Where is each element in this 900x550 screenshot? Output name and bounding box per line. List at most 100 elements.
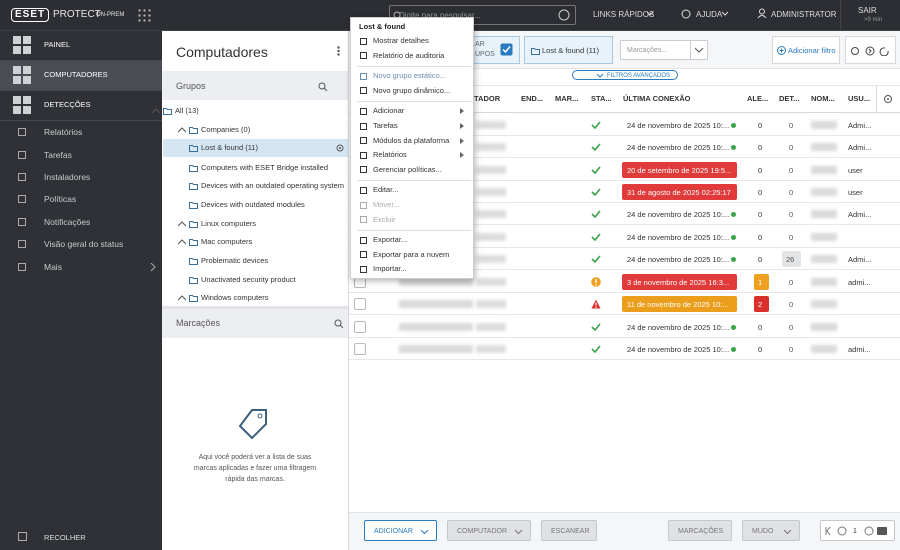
table-row[interactable] bbox=[349, 338, 900, 360]
tree-item[interactable]: Computers with ESET Bridge installed bbox=[201, 163, 329, 172]
column-header[interactable]: DET... bbox=[779, 94, 800, 103]
add-filter[interactable]: Adicionar filtro bbox=[772, 36, 840, 64]
menu-item[interactable]: Editar... bbox=[373, 185, 399, 195]
icon-part bbox=[23, 96, 31, 104]
icon-part bbox=[360, 186, 367, 194]
sidebar-item[interactable]: Notificações bbox=[44, 217, 91, 227]
column-header[interactable]: NOM... bbox=[811, 94, 835, 103]
menu-item[interactable]: Exportar para a nuvem bbox=[373, 249, 450, 259]
column-header[interactable]: USU... bbox=[848, 94, 871, 103]
detections: 0 bbox=[789, 322, 794, 332]
tree-item[interactable]: All (13) bbox=[175, 106, 199, 115]
tree-item[interactable]: Devices with an outdated operating syste… bbox=[201, 181, 344, 190]
sidebar-sep bbox=[0, 90, 162, 91]
menu-item[interactable]: Novo grupo estático... bbox=[373, 71, 446, 81]
tags-button[interactable]: MARCAÇÕES bbox=[668, 520, 732, 541]
mute-button[interactable]: MUDO bbox=[742, 520, 800, 541]
icon-part bbox=[18, 218, 26, 226]
menu-item[interactable]: Importar... bbox=[373, 264, 407, 274]
column-header[interactable]: MAR... bbox=[555, 94, 579, 103]
blurred-address bbox=[476, 233, 506, 241]
menu-item[interactable]: Gerenciar políticas... bbox=[373, 164, 442, 174]
user[interactable]: ADMINISTRATOR bbox=[771, 10, 837, 19]
column-header[interactable]: STA... bbox=[591, 94, 612, 103]
sidebar-item[interactable]: Instaladores bbox=[44, 172, 91, 182]
tree-item[interactable]: Problematic devices bbox=[201, 256, 269, 265]
search-placeholder: Digite para pesquisar... bbox=[399, 11, 481, 20]
column-header[interactable]: ALE... bbox=[747, 94, 769, 103]
sidebar-item[interactable]: COMPUTADORES bbox=[44, 70, 108, 79]
icon-part bbox=[595, 284, 597, 286]
advanced-filters[interactable]: FILTROS AVANÇADOS bbox=[572, 70, 678, 80]
tree-item[interactable]: Unactivated security product bbox=[201, 275, 296, 284]
folder-icon bbox=[189, 165, 198, 172]
icon-part bbox=[591, 166, 601, 174]
menu-item[interactable]: Exportar... bbox=[373, 235, 408, 245]
menu-item[interactable]: Novo grupo dinâmico... bbox=[373, 85, 451, 95]
column-header[interactable]: END... bbox=[521, 94, 544, 103]
tags-filter[interactable]: Marcações... bbox=[620, 40, 708, 60]
icon-part bbox=[189, 277, 198, 284]
group-filter[interactable]: Lost & found (11) bbox=[524, 36, 613, 64]
detections: 0 bbox=[789, 142, 794, 152]
menu-item[interactable]: Módulos da plataforma bbox=[373, 135, 450, 145]
menu-item[interactable]: Relatório de auditoria bbox=[373, 50, 445, 60]
sidebar-icon bbox=[13, 66, 31, 84]
tree-item[interactable]: Lost & found (11) bbox=[201, 143, 258, 152]
sidebar-item[interactable]: Tarefas bbox=[44, 150, 72, 160]
sidebar-collapse[interactable]: RECOLHER bbox=[44, 533, 86, 542]
sidebar-item[interactable]: DETECÇÕES bbox=[44, 100, 91, 109]
blurred-address bbox=[476, 166, 506, 174]
icon-part bbox=[13, 96, 21, 104]
menu-item[interactable]: Tarefas bbox=[373, 121, 398, 130]
icon-part bbox=[189, 127, 198, 134]
table-row[interactable] bbox=[349, 316, 900, 338]
table-row[interactable] bbox=[349, 136, 900, 158]
table-row[interactable] bbox=[349, 226, 900, 248]
help[interactable]: AJUDA bbox=[696, 10, 723, 19]
icon-part bbox=[143, 9, 146, 12]
table-row[interactable] bbox=[349, 114, 900, 136]
sidebar-item[interactable]: Relatórios bbox=[44, 127, 83, 137]
checkbox[interactable] bbox=[354, 321, 366, 333]
table-row[interactable] bbox=[349, 203, 900, 225]
table-row[interactable] bbox=[349, 248, 900, 270]
menu-item[interactable]: Mostrar detalhes bbox=[373, 36, 429, 45]
checkbox[interactable] bbox=[354, 298, 366, 310]
icon-part bbox=[558, 9, 570, 21]
scan-button[interactable]: ESCANEAR bbox=[541, 520, 597, 541]
tree-item[interactable]: Mac computers bbox=[201, 237, 253, 246]
status-ok bbox=[591, 188, 601, 196]
icon-part bbox=[18, 263, 26, 271]
user: Admi... bbox=[848, 142, 872, 152]
sidebar-item[interactable]: Visão geral do status bbox=[44, 239, 124, 249]
tree-item[interactable]: Windows computers bbox=[201, 293, 269, 302]
blurred-address bbox=[476, 210, 506, 218]
tree-item[interactable]: Linux computers bbox=[201, 219, 257, 228]
computer-button[interactable]: COMPUTADOR bbox=[447, 520, 531, 541]
sidebar-item[interactable]: Políticas bbox=[44, 194, 77, 204]
icon-part bbox=[695, 47, 704, 53]
menu-item[interactable]: Adicionar bbox=[373, 106, 405, 116]
icon-part bbox=[595, 306, 597, 308]
add-button[interactable]: ADICIONAR bbox=[364, 520, 437, 541]
menu-item[interactable]: Relatórios bbox=[373, 150, 407, 160]
tag-icon bbox=[238, 409, 267, 440]
checkbox[interactable] bbox=[354, 343, 366, 355]
logout[interactable]: SAIR bbox=[858, 6, 877, 15]
sidebar-item[interactable]: Mais bbox=[44, 262, 62, 272]
button-label: COMPUTADOR bbox=[457, 528, 508, 535]
blurred-address bbox=[476, 121, 506, 129]
quick-links[interactable]: LINKS RÁPIDOS bbox=[593, 10, 655, 19]
tree-item[interactable]: Devices with outdated modules bbox=[201, 200, 305, 209]
column-header[interactable]: ÚLTIMA CONEXÃO bbox=[623, 94, 691, 103]
sidebar-item[interactable]: PAINEL bbox=[44, 40, 71, 49]
icon-part bbox=[148, 14, 151, 17]
icon-part bbox=[18, 128, 26, 136]
toolbar-icons[interactable] bbox=[845, 36, 896, 64]
tree-item[interactable]: Companies (0) bbox=[201, 125, 251, 134]
blurred-name bbox=[399, 323, 473, 331]
icon-part bbox=[18, 195, 26, 203]
sidebar-icon bbox=[18, 173, 26, 181]
column-header[interactable]: TADOR bbox=[474, 94, 501, 103]
